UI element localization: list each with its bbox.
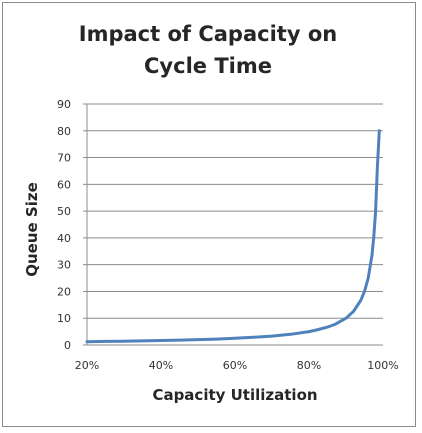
x-axis-title: Capacity Utilization <box>152 386 317 404</box>
y-tick-label: 30 <box>57 259 71 272</box>
y-tick-label: 10 <box>57 312 71 325</box>
y-tick-label: 40 <box>57 232 71 245</box>
x-tick-label: 80% <box>297 359 321 372</box>
chart-title-line-1: Impact of Capacity on <box>79 22 337 46</box>
x-tick-label: 40% <box>149 359 173 372</box>
y-tick-label: 20 <box>57 285 71 298</box>
series-line <box>85 129 381 344</box>
y-tick-label: 70 <box>57 152 71 165</box>
series-group <box>85 129 381 344</box>
gridlines <box>83 103 383 346</box>
y-tick-label: 90 <box>57 98 71 111</box>
chart: Impact of Capacity on Cycle Time 0 10 20 30… <box>23 22 399 404</box>
y-tick-label: 50 <box>57 205 71 218</box>
x-tick-label: 60% <box>223 359 247 372</box>
x-tick-label: 100% <box>367 359 398 372</box>
chart-frame: Impact of Capacity on Cycle Time 0 10 20 30… <box>2 2 416 427</box>
x-tick-label: 20% <box>75 359 99 372</box>
chart-title-line-2: Cycle Time <box>144 54 272 78</box>
y-tick-label: 0 <box>64 339 71 352</box>
y-tick-label: 80 <box>57 125 71 138</box>
y-tick-labels: 0 10 20 30 40 50 60 70 80 90 <box>57 98 71 352</box>
y-tick-label: 60 <box>57 178 71 191</box>
y-axis-title: Queue Size <box>23 182 41 277</box>
x-tick-labels: 20% 40% 60% 80% 100% <box>75 359 399 372</box>
